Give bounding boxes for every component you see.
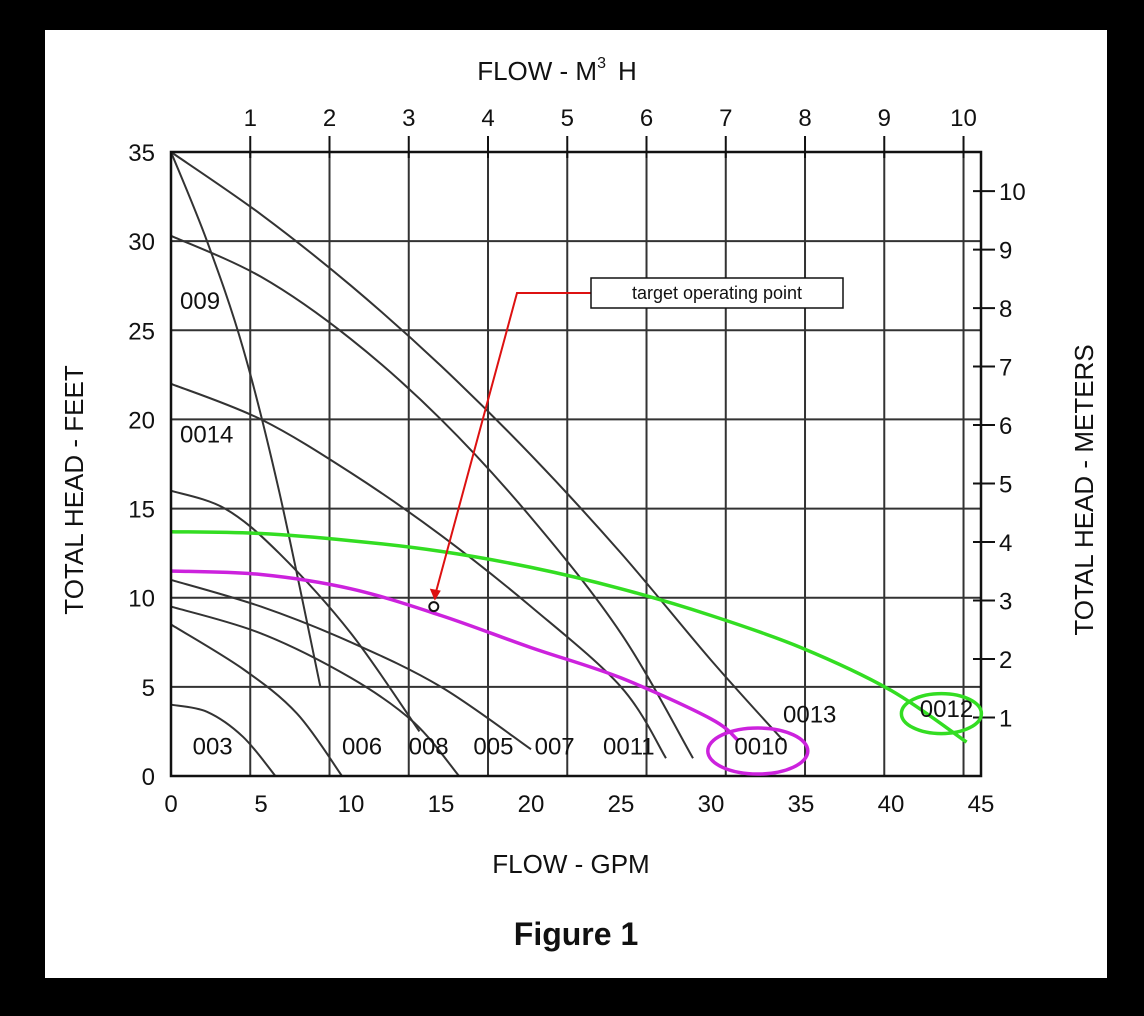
top-axis-title: FLOW - M3 H — [477, 55, 637, 86]
annotation: target operating point — [428, 277, 844, 613]
highlight-circle-0012 — [899, 691, 984, 736]
x-tick-label: 30 — [698, 791, 725, 818]
y-tick-label: 10 — [128, 586, 155, 613]
right-tick-label: 3 — [999, 589, 1012, 616]
curve-label-0010: 0010 — [734, 734, 787, 761]
curve-label-003: 003 — [193, 734, 233, 761]
top-tick-label: 4 — [481, 105, 494, 132]
x-tick-label: 45 — [968, 791, 995, 818]
annotation-arrow-head — [429, 588, 441, 601]
right-tick-label: 10 — [999, 179, 1026, 206]
curve-0012 — [170, 529, 968, 744]
y-tick-label: 25 — [128, 318, 155, 345]
curve-label-0013: 0013 — [783, 702, 836, 729]
right-tick-label: 1 — [999, 706, 1012, 733]
right-axis-title: TOTAL HEAD - METERS — [1069, 344, 1099, 635]
curve-label-0011: 0011 — [603, 734, 655, 761]
top-tick-label: 2 — [323, 105, 336, 132]
top-tick-label: 8 — [798, 105, 811, 132]
right-tick-label: 5 — [999, 472, 1012, 499]
top-axis-title-main: FLOW - M — [477, 56, 597, 86]
curve-003 — [170, 703, 277, 777]
curve-labels: 003 009 0014 006 008 005 007 0011 0013 0010 0012 — [180, 288, 984, 776]
x-tick-label: 20 — [518, 791, 545, 818]
right-tick-label: 2 — [999, 647, 1012, 674]
x-tick-label: 5 — [254, 791, 267, 818]
top-axis-title-tail: H — [618, 56, 637, 86]
x-tick-label: 40 — [878, 791, 905, 818]
x-axis-title: FLOW - GPM — [492, 849, 649, 879]
curve-label-009: 009 — [180, 288, 220, 315]
curve-0010 — [170, 569, 740, 742]
figure-caption: Figure 1 — [513, 916, 639, 952]
right-tick-label: 4 — [999, 530, 1012, 557]
top-tick-label: 7 — [719, 105, 732, 132]
top-tick-label: 3 — [402, 105, 415, 132]
top-axis-title-sup: 3 — [597, 55, 606, 72]
curve-label-008: 008 — [409, 734, 449, 761]
top-tick-label: 1 — [244, 105, 257, 132]
right-tick-label: 7 — [999, 355, 1012, 382]
right-tick-label: 8 — [999, 296, 1012, 323]
y-tick-label: 0 — [142, 764, 155, 791]
annotation-arrow-line — [434, 292, 591, 593]
x-tick-label: 10 — [338, 791, 365, 818]
curve-label-007: 007 — [535, 734, 575, 761]
x-tick-label: 15 — [428, 791, 455, 818]
curves — [170, 151, 968, 777]
curve-008 — [170, 489, 421, 732]
annotation-box — [590, 277, 844, 309]
top-tick-label: 6 — [640, 105, 653, 132]
curve-label-005: 005 — [473, 734, 513, 761]
right-tick-label: 6 — [999, 413, 1012, 440]
x-tick-label: 0 — [164, 791, 177, 818]
curve-label-0012: 0012 — [920, 696, 973, 723]
x-tick-label: 25 — [608, 791, 635, 818]
curve-006 — [170, 623, 343, 777]
curve-0014 — [170, 382, 667, 759]
curve-005 — [170, 605, 460, 777]
curve-007 — [170, 578, 532, 751]
top-tick-label: 9 — [878, 105, 891, 132]
curve-0013 — [170, 151, 784, 741]
curve-009 — [170, 151, 322, 688]
left-axis-title: TOTAL HEAD - FEET — [59, 365, 89, 615]
annotation-text: target operating point — [632, 283, 802, 303]
x-tick-label: 35 — [788, 791, 815, 818]
curve-0011 — [170, 234, 694, 759]
grid — [171, 151, 981, 777]
right-tick-label: 9 — [999, 238, 1012, 265]
figure-panel: 1 2 3 4 5 6 7 8 9 10 0 5 10 15 20 25 30 35 0 5 10 15 20 25 30 35 4… — [45, 30, 1107, 978]
top-tick-label: 5 — [561, 105, 574, 132]
operating-point-marker — [428, 601, 440, 613]
highlight-circle-0010 — [706, 726, 810, 776]
y-tick-label: 30 — [128, 229, 155, 256]
y-tick-label: 20 — [128, 407, 155, 434]
curve-label-0014: 0014 — [180, 422, 233, 449]
curve-label-006: 006 — [342, 734, 382, 761]
plot-frame — [169, 150, 983, 778]
y-tick-label: 5 — [142, 675, 155, 702]
top-tick-label: 10 — [950, 105, 977, 132]
y-tick-label: 35 — [128, 140, 155, 167]
y-tick-label: 15 — [128, 497, 155, 524]
